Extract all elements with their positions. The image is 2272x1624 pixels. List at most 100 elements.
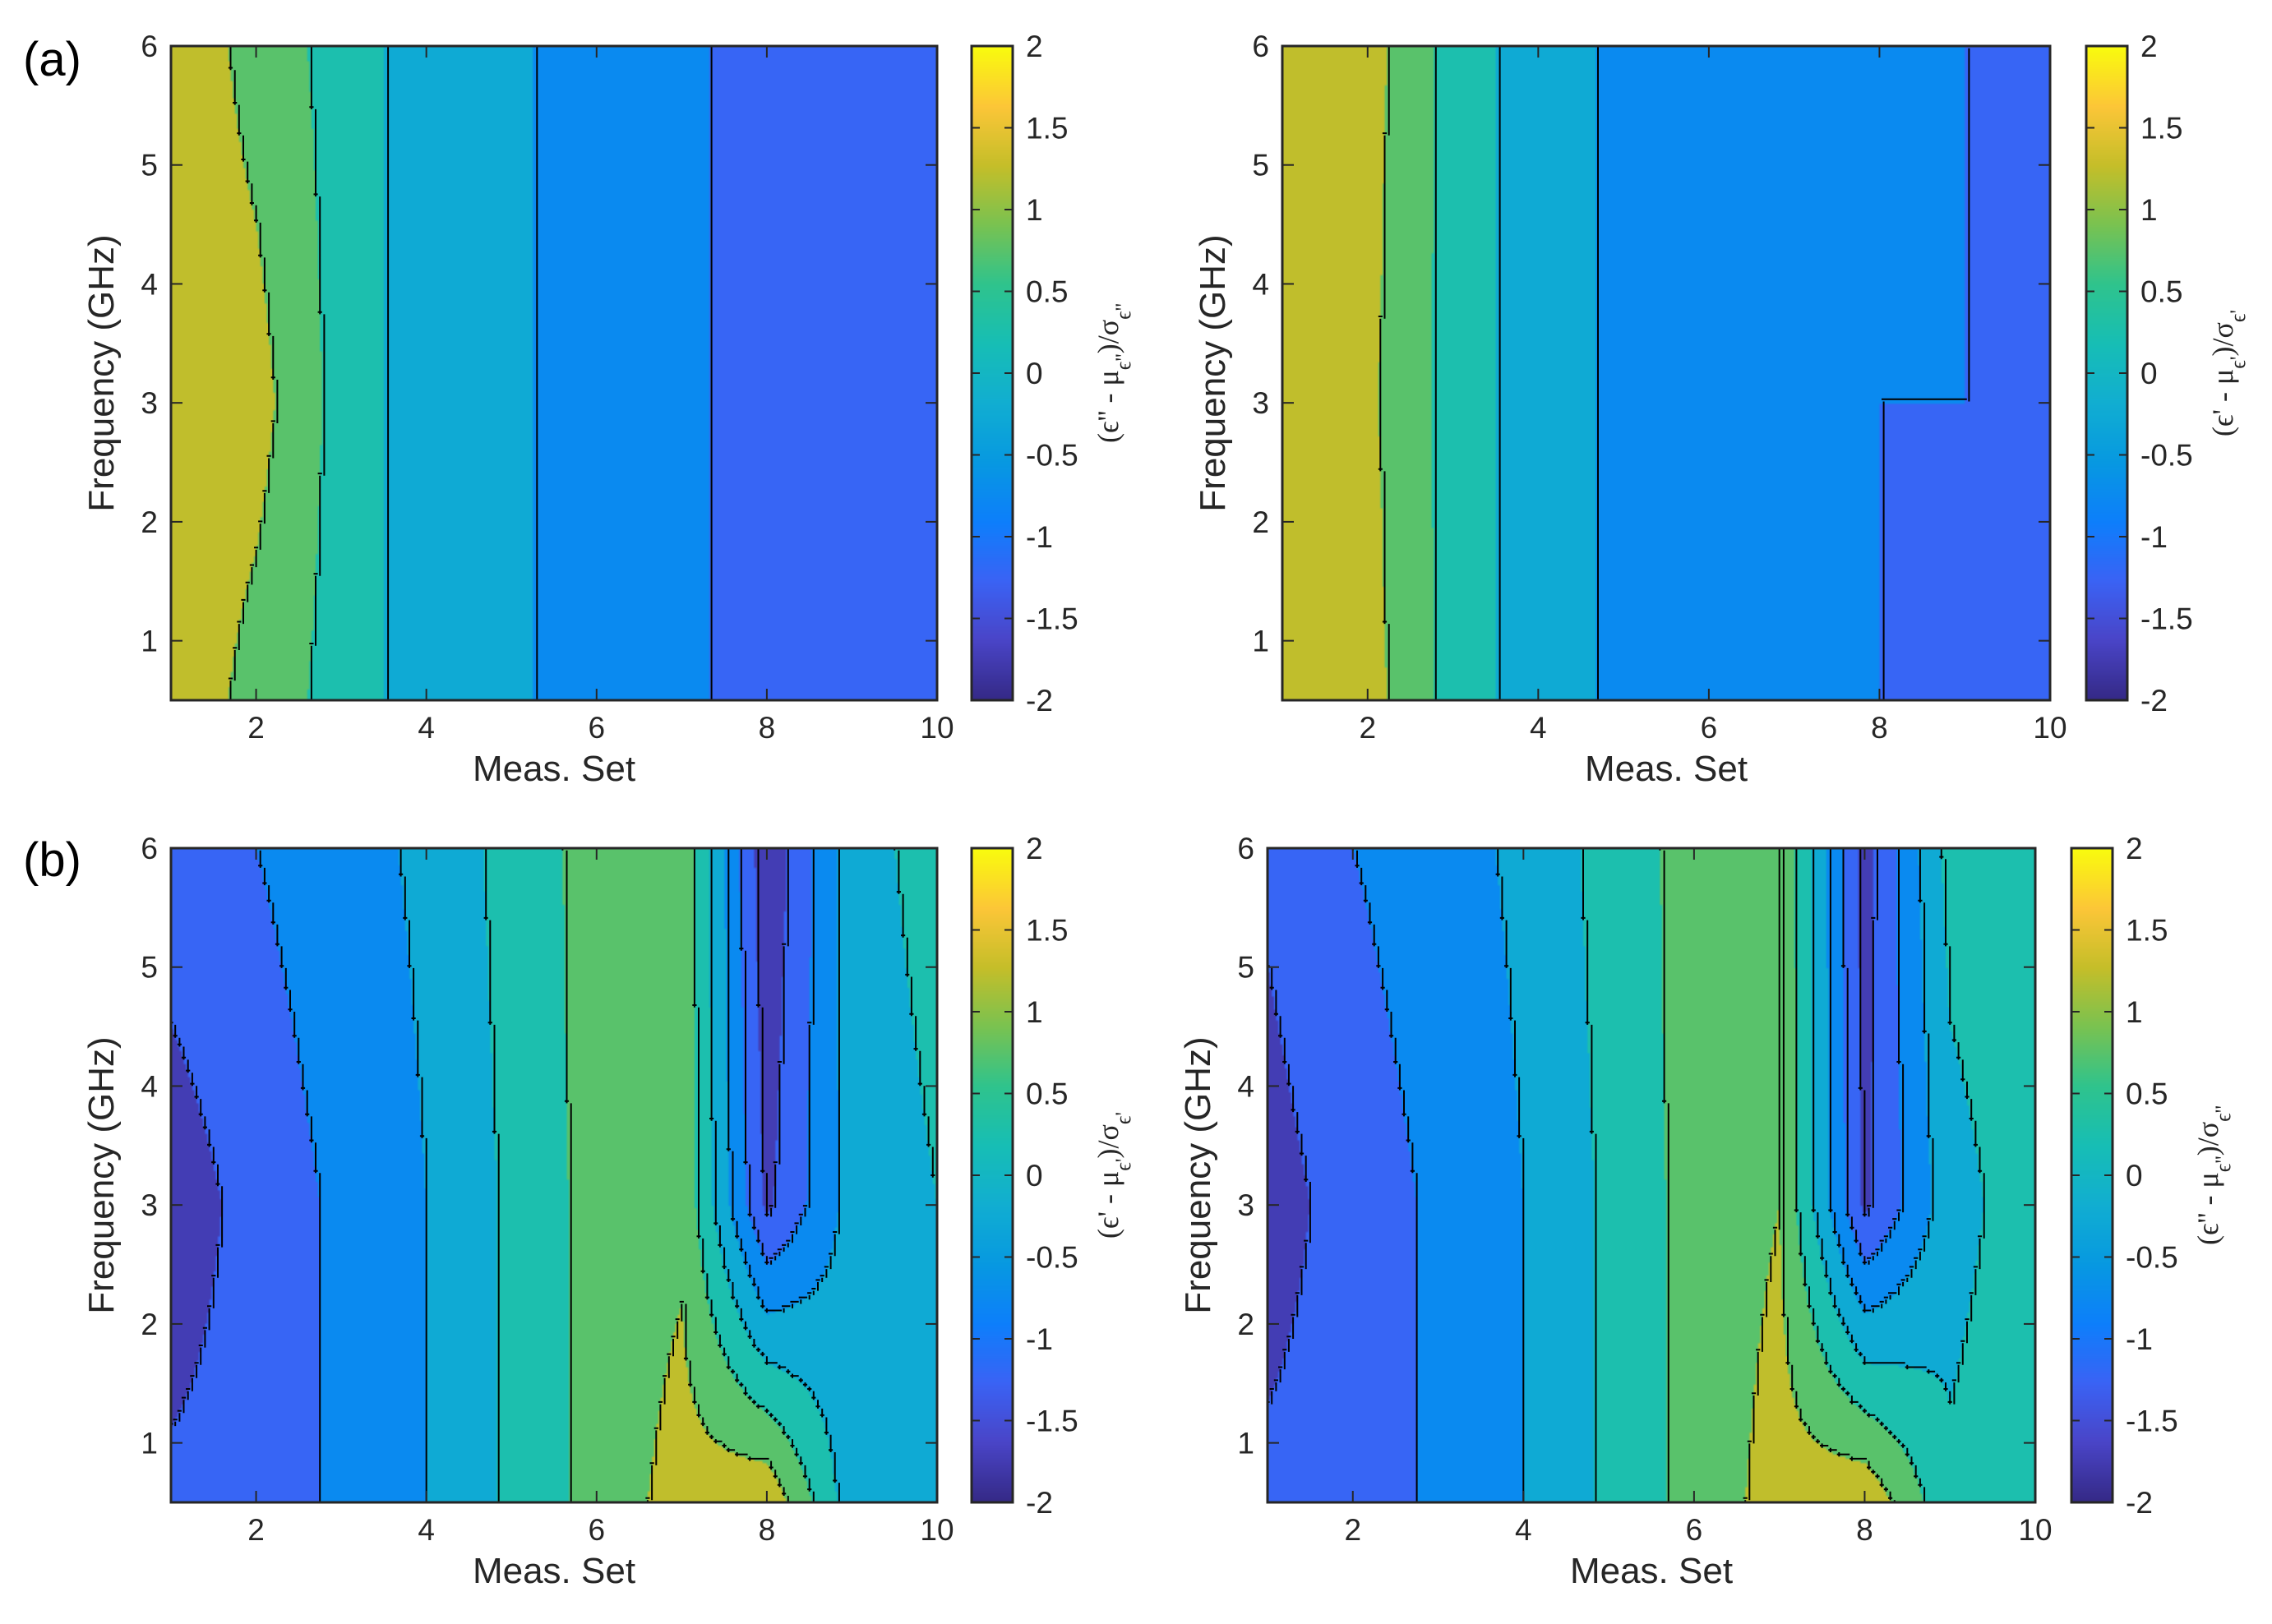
y-tick-label: 5 bbox=[141, 951, 158, 985]
colorbar-tick-label: 2 bbox=[1026, 832, 1043, 865]
y-tick-label: 6 bbox=[1237, 832, 1254, 865]
colorbar-tick-label: 0 bbox=[1026, 1159, 1043, 1193]
y-tick-label: 4 bbox=[141, 1069, 158, 1103]
x-tick-label: 10 bbox=[2018, 1513, 2052, 1547]
contour-fill bbox=[1268, 848, 2035, 1502]
x-tick-label: 2 bbox=[247, 711, 265, 745]
x-tick-label: 6 bbox=[588, 1513, 605, 1547]
colorbar-tick-label: -1.5 bbox=[1026, 1405, 1078, 1438]
colorbar-tick-label: 1 bbox=[2126, 995, 2143, 1029]
y-tick-label: 4 bbox=[141, 267, 158, 301]
y-tick-label: 6 bbox=[1252, 30, 1269, 63]
x-tick-label: 2 bbox=[1344, 1513, 1361, 1547]
x-tick-label: 6 bbox=[1701, 711, 1718, 745]
x-tick-label: 2 bbox=[247, 1513, 265, 1547]
colorbar-tick-label: -2 bbox=[1026, 1486, 1053, 1520]
x-tick-label: 10 bbox=[920, 1513, 954, 1547]
colorbar-tick-label: -0.5 bbox=[2126, 1241, 2178, 1275]
x-axis-label: Meas. Set bbox=[473, 749, 635, 789]
colorbar-tick-label: 0.5 bbox=[2126, 1077, 2168, 1111]
y-axis-label: Frequency (GHz) bbox=[1193, 234, 1233, 511]
y-tick-label: 5 bbox=[1252, 149, 1269, 182]
y-tick-label: 1 bbox=[1237, 1427, 1254, 1460]
colorbar-tick-label: 1.5 bbox=[1026, 914, 1068, 948]
x-tick-label: 6 bbox=[1686, 1513, 1703, 1547]
colorbar-tick-label: 1 bbox=[2140, 193, 2158, 227]
y-tick-label: 6 bbox=[141, 30, 158, 63]
contour-fill bbox=[171, 848, 937, 1502]
colorbar-tick-label: 0 bbox=[2126, 1159, 2143, 1193]
colorbar-tick-label: 0.5 bbox=[2140, 275, 2182, 309]
colorbar-tick-label: -1.5 bbox=[1026, 602, 1078, 636]
y-tick-label: 3 bbox=[1237, 1188, 1254, 1222]
panel-tag-b: (b) bbox=[23, 833, 81, 887]
y-tick-label: 2 bbox=[1237, 1308, 1254, 1341]
y-axis-label: Frequency (GHz) bbox=[1178, 1036, 1218, 1313]
colorbar: -2 -1.5 -1 -0.5 0 0.5 1 1.5 2 (ϵ' - μϵ')/σϵ' bbox=[2085, 30, 2250, 717]
y-tick-label: 1 bbox=[141, 625, 158, 658]
x-tick-label: 4 bbox=[418, 1513, 435, 1547]
y-axis-label: Frequency (GHz) bbox=[81, 1036, 122, 1313]
colorbar-tick-label: 2 bbox=[2126, 832, 2143, 865]
y-tick-label: 1 bbox=[1252, 625, 1269, 658]
axes-box bbox=[169, 44, 939, 702]
colorbar-tick-label: -0.5 bbox=[1026, 439, 1078, 473]
colorbar-label: (ϵ' - μϵ')/σϵ' bbox=[1092, 1112, 1135, 1239]
colorbar-tick-label: 0.5 bbox=[1026, 1077, 1068, 1111]
x-tick-label: 10 bbox=[920, 711, 954, 745]
colorbar: -2 -1.5 -1 -0.5 0 0.5 1 1.5 2 (ϵ'' - μϵ'')/σϵ'' bbox=[2070, 832, 2235, 1520]
x-tick-label: 4 bbox=[1515, 1513, 1532, 1547]
colorbar-tick-label: 1.5 bbox=[1026, 112, 1068, 145]
x-tick-label: 6 bbox=[588, 711, 605, 745]
panel-tag-a: (a) bbox=[23, 33, 81, 86]
y-tick-label: 4 bbox=[1237, 1069, 1254, 1103]
x-tick-label: 8 bbox=[759, 711, 776, 745]
colorbar-tick-label: -2 bbox=[2140, 684, 2168, 717]
y-tick-label: 2 bbox=[1252, 505, 1269, 539]
colorbar-label: (ϵ'' - μϵ'')/σϵ'' bbox=[1092, 303, 1135, 443]
y-axis-label: Frequency (GHz) bbox=[81, 234, 122, 511]
colorbar-tick-label: -1.5 bbox=[2126, 1405, 2178, 1438]
colorbar-tick-label: 0 bbox=[1026, 357, 1043, 390]
colorbar-tick-label: -2 bbox=[2126, 1486, 2153, 1520]
colorbar-tick-label: -1 bbox=[2140, 520, 2168, 554]
y-tick-label: 3 bbox=[141, 386, 158, 420]
y-tick-label: 3 bbox=[141, 1188, 158, 1222]
colorbar-label: (ϵ' - μϵ')/σϵ' bbox=[2206, 310, 2250, 436]
x-tick-label: 4 bbox=[1530, 711, 1547, 745]
y-tick-label: 5 bbox=[1237, 951, 1254, 985]
x-tick-label: 10 bbox=[2033, 711, 2067, 745]
colorbar-tick-label: -2 bbox=[1026, 684, 1053, 717]
colorbar-tick-label: 0.5 bbox=[1026, 275, 1068, 309]
colorbar: -2 -1.5 -1 -0.5 0 0.5 1 1.5 2 (ϵ' - μϵ')/σϵ' bbox=[970, 832, 1135, 1520]
colorbar-tick-label: -0.5 bbox=[1026, 1241, 1078, 1275]
colorbar-tick-label: -1 bbox=[1026, 520, 1053, 554]
y-tick-label: 2 bbox=[141, 1308, 158, 1341]
x-axis-label: Meas. Set bbox=[1570, 1551, 1733, 1591]
y-tick-label: 2 bbox=[141, 505, 158, 539]
contour-fill bbox=[171, 46, 937, 700]
x-axis-label: Meas. Set bbox=[1585, 749, 1748, 789]
contour-fill bbox=[1282, 46, 2050, 700]
axes-box bbox=[169, 847, 939, 1504]
colorbar-tick-label: 1 bbox=[1026, 995, 1043, 1029]
x-tick-label: 2 bbox=[1359, 711, 1376, 745]
colorbar-tick-label: 2 bbox=[1026, 30, 1043, 63]
x-tick-label: 4 bbox=[418, 711, 435, 745]
colorbar-tick-label: 1.5 bbox=[2140, 112, 2182, 145]
colorbar-tick-label: -1 bbox=[1026, 1322, 1053, 1356]
colorbar: -2 -1.5 -1 -0.5 0 0.5 1 1.5 2 (ϵ'' - μϵ'')/σϵ'' bbox=[970, 30, 1135, 717]
colorbar-tick-label: 1.5 bbox=[2126, 914, 2168, 948]
colorbar-tick-label: -1 bbox=[2126, 1322, 2153, 1356]
colorbar-label: (ϵ'' - μϵ'')/σϵ'' bbox=[2191, 1105, 2235, 1245]
x-axis-label: Meas. Set bbox=[473, 1551, 635, 1591]
axes-box bbox=[1266, 847, 2037, 1504]
colorbar-tick-label: 1 bbox=[1026, 193, 1043, 227]
colorbar-tick-label: 2 bbox=[2140, 30, 2158, 63]
